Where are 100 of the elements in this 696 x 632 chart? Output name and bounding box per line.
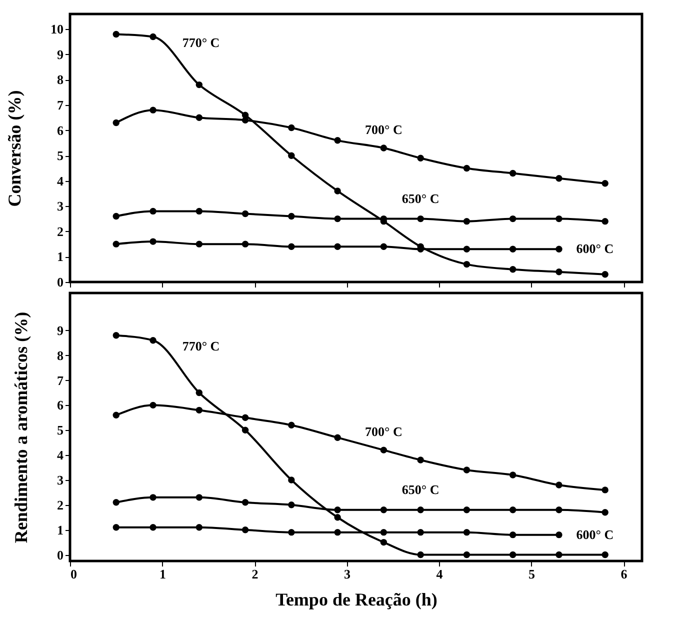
point (242, 240, 249, 248)
point (556, 551, 562, 558)
point (242, 414, 249, 421)
point (150, 494, 156, 501)
x-tick-label: 2 (252, 566, 258, 582)
point (196, 208, 203, 215)
series-label: 600° C (576, 241, 614, 256)
point (602, 271, 608, 278)
point (556, 246, 562, 252)
point (509, 531, 516, 538)
point (196, 389, 203, 396)
point (417, 456, 424, 464)
y-tick-label: 5 (57, 148, 64, 164)
point (417, 528, 424, 536)
point (417, 154, 424, 162)
y-tick-label: 0 (57, 547, 64, 562)
point (509, 170, 516, 177)
point (112, 412, 120, 419)
y-tick-label: 4 (57, 448, 64, 463)
point (556, 531, 562, 538)
point (380, 243, 388, 250)
point (112, 212, 120, 220)
point (509, 246, 516, 252)
point (334, 243, 341, 250)
point (509, 506, 516, 514)
point (334, 514, 341, 521)
point (556, 215, 562, 222)
y-tick-label: 9 (57, 46, 64, 62)
point (288, 152, 295, 159)
series-label: 700° C (365, 424, 402, 440)
point (463, 466, 470, 474)
point (380, 144, 388, 152)
point (463, 551, 470, 558)
point (334, 528, 341, 536)
point (150, 33, 156, 40)
y-tick-label: 6 (57, 398, 64, 413)
point (112, 119, 120, 126)
point (380, 528, 388, 536)
x-tick-label: 4 (436, 566, 444, 582)
point (463, 164, 470, 172)
y-tick-label: 4 (57, 173, 64, 188)
point (334, 215, 341, 222)
y-tick-label: 7 (57, 372, 64, 388)
point (288, 124, 295, 132)
point (196, 406, 203, 414)
point (509, 215, 516, 222)
point (242, 499, 249, 506)
x-tick-label: 3 (344, 566, 352, 582)
point (112, 240, 120, 248)
point (288, 528, 295, 536)
point (242, 116, 249, 124)
point (602, 509, 608, 516)
series-label: 650° C (402, 482, 440, 497)
point (509, 472, 516, 478)
point (463, 528, 470, 536)
point (242, 210, 249, 218)
point (150, 106, 156, 114)
point (463, 260, 470, 268)
point (334, 506, 341, 514)
point (556, 506, 562, 514)
y-tick-label: 2 (57, 224, 64, 239)
y-tick-label: 8 (57, 72, 64, 88)
series-label: 600° C (576, 526, 614, 542)
point (417, 506, 424, 514)
y-tick-label: 2 (57, 497, 64, 512)
point (150, 238, 156, 245)
x-tick-label: 1 (160, 566, 166, 582)
series-label: 770° C (182, 338, 220, 354)
y-tick-label: 5 (57, 422, 64, 438)
y-tick-label: 6 (57, 122, 64, 138)
point (112, 332, 120, 339)
point (196, 81, 203, 88)
point (150, 337, 156, 344)
point (602, 218, 608, 225)
point (334, 188, 341, 194)
point (196, 524, 203, 531)
point (288, 422, 295, 428)
point (150, 402, 156, 409)
point (380, 538, 388, 546)
point (112, 524, 120, 531)
y-tick-label: 1 (57, 522, 64, 538)
point (380, 446, 388, 454)
point (150, 208, 156, 215)
point (417, 551, 424, 558)
y-tick-label: 9 (57, 322, 64, 338)
y-axis-title: Rendimento a aromáticos (%) (11, 312, 31, 544)
point (602, 551, 608, 558)
point (288, 243, 295, 250)
series-label: 770° C (182, 34, 220, 50)
point (334, 434, 341, 441)
point (556, 268, 562, 276)
point (556, 482, 562, 488)
point (150, 524, 156, 531)
point (288, 476, 295, 484)
point (288, 502, 295, 508)
point (242, 526, 249, 534)
y-tick-label: 0 (57, 274, 64, 290)
x-tick-label: 6 (620, 566, 628, 582)
point (463, 218, 470, 225)
series-label: 650° C (402, 190, 440, 206)
